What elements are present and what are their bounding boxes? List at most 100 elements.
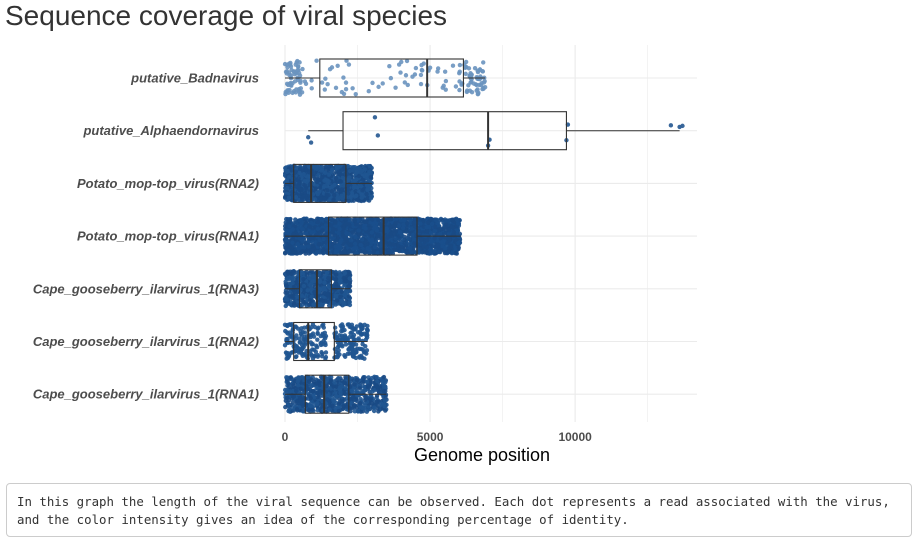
read-point — [293, 349, 298, 354]
read-point — [325, 188, 330, 193]
read-point — [318, 196, 324, 201]
read-point — [464, 89, 470, 95]
read-point — [372, 115, 378, 120]
read-point — [357, 346, 362, 352]
read-point — [411, 220, 416, 226]
read-point — [425, 220, 431, 225]
read-point — [310, 341, 315, 347]
read-point — [402, 80, 408, 85]
read-point — [457, 62, 463, 68]
read-point — [335, 354, 340, 360]
read-point — [293, 195, 299, 200]
read-point — [284, 238, 289, 243]
read-point — [331, 226, 336, 232]
read-point — [358, 242, 363, 248]
read-point — [343, 80, 349, 85]
read-point — [293, 354, 299, 360]
read-point — [369, 233, 374, 239]
read-point — [282, 223, 288, 229]
read-point — [293, 220, 299, 225]
read-point — [393, 235, 398, 241]
read-point — [368, 196, 374, 201]
read-point — [376, 84, 381, 90]
read-point — [469, 75, 474, 80]
read-point — [353, 193, 359, 198]
read-point — [450, 63, 456, 68]
read-point — [319, 168, 324, 173]
read-point — [353, 188, 358, 194]
read-point — [315, 352, 321, 358]
read-point — [360, 326, 365, 331]
read-point — [301, 171, 307, 177]
read-point — [339, 289, 344, 295]
read-point — [349, 238, 354, 243]
read-point — [399, 59, 404, 65]
read-point — [347, 168, 353, 174]
read-point — [354, 250, 359, 256]
read-point — [323, 170, 328, 176]
read-point — [402, 218, 407, 223]
read-point — [333, 272, 339, 277]
read-point — [312, 197, 318, 202]
read-point — [321, 322, 326, 327]
read-point — [338, 240, 343, 245]
read-point — [334, 298, 340, 303]
read-point — [340, 299, 346, 305]
read-point — [314, 179, 320, 185]
read-point — [321, 236, 326, 242]
read-point — [346, 284, 352, 289]
read-point — [361, 249, 367, 255]
read-point — [284, 169, 290, 175]
read-point — [351, 326, 357, 332]
read-point — [450, 233, 456, 238]
chart-title: Sequence coverage of viral species — [5, 0, 448, 31]
read-point — [361, 350, 367, 355]
read-point — [299, 351, 305, 357]
read-point — [404, 248, 410, 254]
read-point — [296, 64, 301, 69]
read-point — [282, 251, 288, 256]
read-point — [311, 163, 316, 169]
read-point — [424, 225, 429, 230]
read-point — [334, 238, 339, 243]
read-point — [350, 86, 355, 91]
read-point — [364, 183, 370, 188]
read-point — [406, 236, 412, 242]
read-point — [353, 222, 359, 227]
read-point — [310, 270, 315, 275]
read-point — [359, 355, 365, 360]
read-point — [358, 249, 363, 254]
read-point — [286, 351, 291, 356]
read-point — [420, 249, 425, 254]
read-point — [353, 342, 359, 347]
read-point — [310, 240, 315, 245]
read-point — [339, 322, 345, 327]
read-point — [363, 343, 368, 349]
read-point — [418, 221, 423, 226]
read-point — [480, 86, 485, 92]
read-point — [347, 300, 352, 305]
read-point — [375, 234, 380, 239]
read-point — [342, 353, 347, 358]
read-point — [329, 65, 335, 70]
read-point — [354, 350, 359, 355]
read-point — [299, 249, 304, 255]
read-point — [320, 228, 325, 233]
read-point — [332, 192, 337, 198]
read-point — [316, 172, 321, 178]
read-point — [327, 198, 332, 203]
read-point — [312, 289, 317, 295]
read-point — [463, 71, 468, 77]
read-point — [364, 333, 369, 338]
read-point — [411, 237, 416, 242]
read-point — [287, 218, 293, 224]
read-point — [297, 180, 302, 185]
read-point — [334, 166, 339, 171]
read-point — [359, 237, 365, 242]
read-point — [343, 235, 349, 241]
read-point — [319, 80, 325, 85]
read-point — [345, 322, 351, 327]
read-point — [446, 228, 452, 233]
read-point — [375, 133, 381, 138]
read-point — [457, 87, 462, 93]
